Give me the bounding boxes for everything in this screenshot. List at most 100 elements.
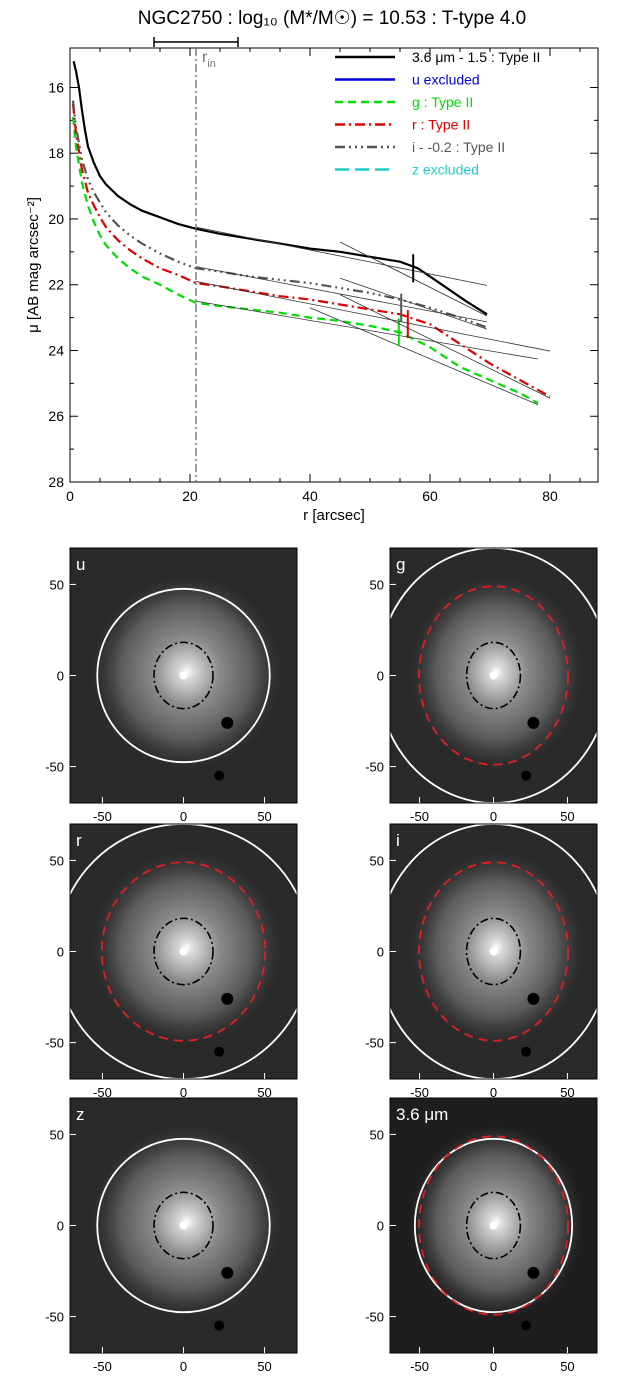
panel-y-tick-label: 0 xyxy=(57,669,64,684)
galaxy-glow xyxy=(409,850,584,1045)
series-line xyxy=(72,60,488,316)
panel-x-tick-label: 50 xyxy=(257,809,271,824)
panel-x-tick-label: 0 xyxy=(180,1085,187,1100)
galaxy-core xyxy=(489,947,498,956)
panel-y-tick-label: 50 xyxy=(370,1127,384,1142)
inner-fit-line xyxy=(195,281,551,352)
inner-ellipse xyxy=(153,1191,214,1260)
panel-y-tick-label: 0 xyxy=(57,945,64,960)
legend-label: g : Type II xyxy=(412,94,473,110)
x-tick-label: 40 xyxy=(302,488,318,504)
masked-star xyxy=(527,716,540,729)
masked-star xyxy=(521,770,532,781)
y-tick-label: 20 xyxy=(48,211,64,227)
image-panel-g: g -50 50 0 0 50 -50 xyxy=(365,547,598,824)
image-panel-3.6 μm: 3.6 μm -50 50 0 0 50 -50 xyxy=(365,1097,598,1374)
x-axis: 0 20 40 60 80 xyxy=(66,48,581,504)
inner-ellipse xyxy=(465,917,522,986)
panel-x-tick-label: -50 xyxy=(410,809,429,824)
panel-y-tick-label: 0 xyxy=(377,945,384,960)
profile-curves xyxy=(71,60,551,406)
x-tick-label: 0 xyxy=(66,488,74,504)
panel-x-tick-label: 50 xyxy=(560,1359,574,1374)
panel-y-tick-label: 50 xyxy=(50,1127,64,1142)
inner-ellipse xyxy=(153,641,214,710)
r-in-label: rin xyxy=(202,49,216,70)
outer-fit-line xyxy=(309,307,539,406)
series-line xyxy=(71,116,539,405)
image-panel-r: r -50 50 0 0 50 -50 xyxy=(45,823,298,1100)
panel-x-tick-label: 50 xyxy=(257,1085,271,1100)
galaxy-core xyxy=(179,1221,188,1230)
panel-y-tick-label: 50 xyxy=(370,853,384,868)
masked-star xyxy=(221,992,234,1005)
break-ellipse xyxy=(418,861,569,1042)
panel-y-tick-label: 50 xyxy=(50,853,64,868)
y-tick-label: 24 xyxy=(48,342,64,358)
panel-x-tick-label: -50 xyxy=(93,1085,112,1100)
panel-x-tick-label: 50 xyxy=(257,1359,271,1374)
image-panel-i: i -50 50 0 0 50 -50 xyxy=(365,823,598,1100)
galaxy-glow xyxy=(409,574,584,769)
panel-x-tick-label: 0 xyxy=(490,1359,497,1374)
panel-label: 3.6 μm xyxy=(396,1105,448,1124)
legend: 3.6 μm - 1.5 : Type II u excluded g : Type… xyxy=(335,49,540,178)
panel-y-tick-label: 0 xyxy=(57,1219,64,1234)
galaxy-glow xyxy=(91,574,283,769)
outer-fit-line xyxy=(339,277,488,330)
y-axis-label: μ [AB mag arcsec⁻²] xyxy=(25,197,42,333)
x-tick-label: 60 xyxy=(422,488,438,504)
panel-label: u xyxy=(76,555,85,574)
x-tick-label: 20 xyxy=(182,488,198,504)
break-ellipse xyxy=(418,1135,569,1316)
y-tick-label: 22 xyxy=(48,277,64,293)
y-tick-label: 18 xyxy=(48,145,64,161)
inner-ellipse xyxy=(465,641,522,710)
panel-y-tick-label: -50 xyxy=(45,760,64,775)
legend-label: r : Type II xyxy=(412,117,470,133)
panel-x-tick-label: 0 xyxy=(490,809,497,824)
panel-x-tick-label: -50 xyxy=(93,1359,112,1374)
image-panels: u-50500050-50g-50500050-50r-50500050-50i… xyxy=(45,547,598,1374)
x-tick-label: 80 xyxy=(542,488,558,504)
break-ellipse xyxy=(100,861,267,1042)
panel-y-tick-label: -50 xyxy=(365,1310,384,1325)
y-axis: 16 18 20 22 24 26 28 xyxy=(48,79,598,490)
galaxy-glow xyxy=(409,1124,584,1319)
masked-star xyxy=(527,1266,540,1279)
profile-plot: 16 18 20 22 24 26 28 0 20 40 60 80 rin 3.6 μm - 1.… xyxy=(48,37,599,504)
series-line xyxy=(71,100,488,329)
inner-fit-line xyxy=(195,226,488,286)
chart-title: NGC2750 : log₁₀ (M*/M☉) = 10.53 : T-type… xyxy=(138,8,526,29)
panel-x-tick-label: -50 xyxy=(93,809,112,824)
y-tick-label: 26 xyxy=(48,408,64,424)
masked-star xyxy=(221,716,234,729)
panel-x-tick-label: 0 xyxy=(180,1359,187,1374)
image-panel-u: u -50 50 0 0 50 -50 xyxy=(45,547,298,824)
legend-label: u excluded xyxy=(412,72,480,88)
masked-star xyxy=(214,770,225,781)
inner-ellipse xyxy=(465,1191,522,1260)
masked-star xyxy=(214,1046,225,1057)
masked-star xyxy=(221,1266,234,1279)
outer-ellipse xyxy=(96,1137,271,1314)
panel-y-tick-label: 50 xyxy=(370,577,384,592)
panel-y-tick-label: 0 xyxy=(377,1219,384,1234)
panel-y-tick-label: 50 xyxy=(50,577,64,592)
panel-label: g xyxy=(396,555,405,574)
plot-frame xyxy=(69,47,599,483)
masked-star xyxy=(521,1320,532,1331)
legend-label: z excluded xyxy=(412,162,479,178)
inner-ellipse xyxy=(153,917,214,986)
outer-fit-line xyxy=(339,294,551,399)
x-axis-label: r [arcsec] xyxy=(303,507,365,524)
series-line xyxy=(71,103,551,398)
panel-x-tick-label: -50 xyxy=(410,1359,429,1374)
galaxy-core xyxy=(179,671,188,680)
image-panel-z: z -50 50 0 0 50 -50 xyxy=(45,1097,298,1374)
masked-star xyxy=(521,1046,532,1057)
panel-y-tick-label: -50 xyxy=(45,1310,64,1325)
panel-x-tick-label: 0 xyxy=(490,1085,497,1100)
inner-fit-line xyxy=(195,300,539,360)
